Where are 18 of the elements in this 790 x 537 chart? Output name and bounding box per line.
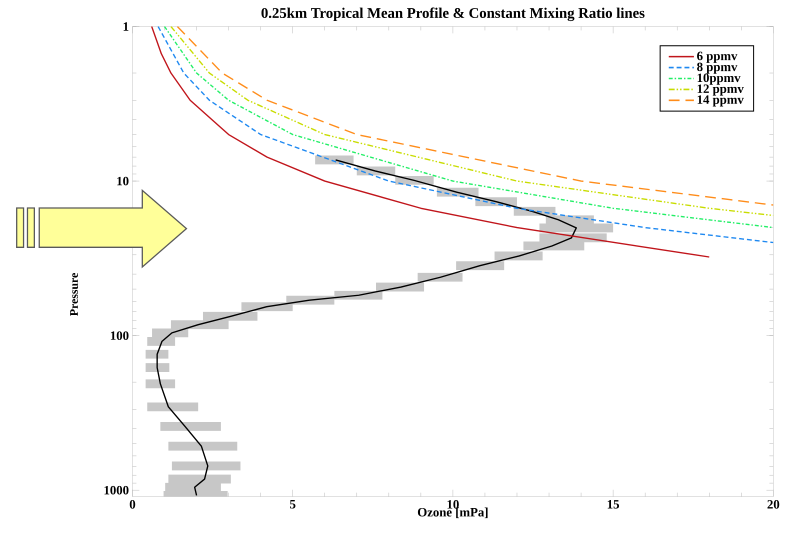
y-tick-label: 1000 xyxy=(104,486,129,495)
x-tick-label: 0 xyxy=(130,500,136,509)
y-tick-label: 10 xyxy=(117,176,129,186)
x-tick-label: 5 xyxy=(290,500,296,509)
line-series xyxy=(156,159,577,496)
y-tick-label: 1 xyxy=(124,22,128,31)
legend-label: 14 ppmv xyxy=(698,95,744,107)
legend-label: 8 ppmv xyxy=(697,62,738,74)
x-axis-title: Ozone [mPa] xyxy=(418,508,488,518)
chart-title: 0.25km Tropical Mean Profile & Constant Mixing Ratio lines xyxy=(261,8,645,22)
legend-label: 6 ppmv xyxy=(697,52,738,63)
y-axis-title: Pressure xyxy=(70,273,78,316)
x-tick-label: 20 xyxy=(767,500,780,509)
legend-label: 10ppmv xyxy=(698,74,741,85)
x-tick-label: 10 xyxy=(448,500,459,509)
legend-label: 12 ppmv xyxy=(698,84,744,96)
x-tick-label: 15 xyxy=(608,500,620,509)
y-tick-label: 100 xyxy=(110,331,129,340)
